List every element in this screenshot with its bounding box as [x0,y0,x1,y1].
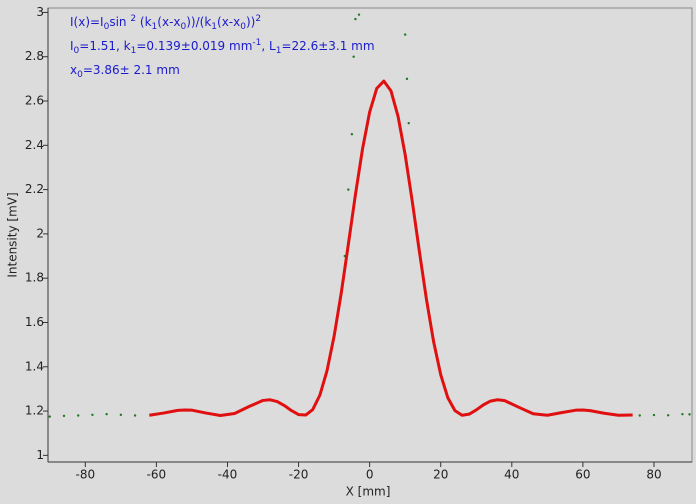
annotation-part: sin [109,15,130,29]
data-point [352,55,355,58]
annotation-part: (k [136,15,151,29]
y-tick-label: 3 [36,5,44,19]
annotation-part: (x-x [217,15,240,29]
y-tick-label: 2.6 [25,94,44,108]
x-tick-label: -80 [76,468,96,482]
y-tick-label: 1.8 [25,271,44,285]
y-tick-label: 2.4 [25,138,44,152]
data-point [405,77,409,81]
annotation-part: 0 [77,70,83,80]
annotation-part: =22.6±3.1 mm [281,39,374,53]
x-tick-label: 80 [646,468,661,482]
y-tick-label: 2.2 [25,182,44,196]
annotation-part: 0 [104,22,110,32]
annotation-part: ))/(k [186,15,211,29]
x-tick-label: -40 [218,468,238,482]
y-tick-label: 1 [36,448,44,462]
data-point [354,17,357,21]
data-point [407,121,410,125]
data-point [681,412,684,416]
annotation-part: =0.139±0.019 mm [136,39,252,53]
annotation-part: =3.86± 2.1 mm [83,63,180,77]
annotation-part: 1 [131,46,137,56]
annotation-part: -1 [252,38,261,48]
annotation-part: , L [261,39,276,53]
data-point [105,412,108,416]
y-tick-label: 1.4 [25,359,44,373]
x-tick-label: -20 [289,468,309,482]
y-tick-label: 1.2 [25,404,44,418]
annotation-part: )) [246,15,255,29]
annotation: I(x)=I0sin 2 (k1(x-x0))/(k1(x-x0))2 [70,14,261,32]
x-axis-title: X [mm] [346,485,391,499]
data-point [119,413,123,417]
y-tick-label: 2 [36,226,44,240]
data-point [688,413,691,416]
data-point [357,13,361,16]
data-point [347,188,350,191]
data-point [403,33,407,36]
data-point [133,414,137,417]
data-point [62,414,66,418]
fit-line [149,79,633,417]
y-tick-label: 1.6 [25,315,44,329]
annotation-part: I(x)=I [70,15,104,29]
x-tick-label: 0 [366,468,374,482]
annotation-part: 1 [152,22,158,32]
data-point [638,414,641,417]
x-tick-label: 40 [504,468,519,482]
annotation-part: 1 [276,46,282,56]
x-tick-label: 60 [575,468,590,482]
annotation-part: 2 [255,14,261,24]
annotation-part: 0 [181,22,187,32]
annotation-part: I [70,39,74,53]
data-point [652,413,656,417]
y-tick-label: 2.8 [25,49,44,63]
data-point [77,414,80,417]
annotation-part: 0 [240,22,246,32]
data-point [666,414,670,417]
annotation-part: 0 [74,46,80,56]
annotation-part: 1 [211,22,217,32]
annotation: x0=3.86± 2.1 mm [70,63,180,80]
data-point [91,413,94,417]
annotation: I0=1.51, k1=0.139±0.019 mm-1, L1=22.6±3.… [70,38,375,56]
annotation-part: (x-x [157,15,180,29]
data-point [350,133,354,136]
x-tick-label: 20 [433,468,448,482]
annotation-part: =1.51, k [79,39,130,53]
annotation-part: 2 [130,14,136,24]
data-point [48,415,51,418]
y-axis-title: Intensity [mV] [6,192,20,277]
x-tick-label: -60 [147,468,167,482]
annotation-part: x [70,63,77,77]
